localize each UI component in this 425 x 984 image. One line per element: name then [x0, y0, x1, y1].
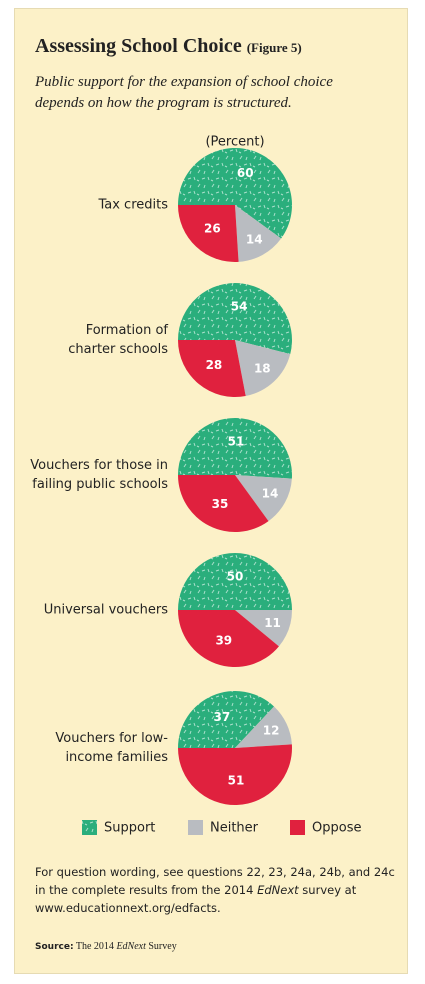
pie-slice	[178, 282, 292, 355]
value-label: 28	[206, 358, 223, 372]
footnote: For question wording, see questions 22, …	[35, 863, 395, 917]
pie-slice	[178, 610, 279, 667]
footnote-text: For question wording, see questions 22, …	[35, 865, 395, 897]
chart-title: Assessing School Choice	[35, 35, 242, 57]
pie-label: income families	[65, 750, 168, 765]
pie-slice	[235, 610, 292, 647]
source-text: The 2014	[73, 941, 117, 952]
value-label: 51	[228, 774, 245, 788]
unit-label: (Percent)	[205, 135, 264, 150]
value-label: 14	[246, 232, 263, 246]
value-label: 50	[227, 569, 244, 583]
legend-swatch	[188, 820, 203, 835]
pie-slice	[178, 148, 292, 239]
pie-slice	[178, 475, 269, 532]
legend-swatch	[82, 820, 97, 835]
title-note: (Figure 5)	[246, 40, 302, 55]
pie-slice	[178, 417, 293, 479]
value-label: 37	[214, 710, 231, 724]
legend-label: Oppose	[312, 821, 361, 836]
source-text: Survey	[145, 941, 177, 952]
value-label: 11	[264, 616, 281, 630]
value-label: 18	[254, 362, 271, 376]
value-label: 12	[263, 724, 280, 738]
pie-slice	[235, 340, 291, 396]
value-label: 60	[237, 166, 254, 180]
pie-label: Vouchers for low-	[55, 731, 168, 746]
legend-swatch	[290, 820, 305, 835]
legend-label: Support	[104, 821, 155, 836]
pie-slice	[235, 205, 282, 262]
pie-label: Vouchers for those in	[30, 458, 168, 473]
pie-slice	[178, 744, 292, 806]
pie-slice	[178, 205, 239, 262]
pie-slice	[235, 475, 292, 522]
title-block: Assessing School Choice (Figure 5)	[35, 35, 302, 58]
footnote-text: survey at www.educationnext.org/edfacts.	[35, 883, 357, 915]
value-label: 51	[228, 434, 245, 448]
pie-label: failing public schools	[32, 477, 168, 492]
pie-label: Universal vouchers	[44, 603, 169, 618]
value-label: 14	[262, 487, 279, 501]
value-label: 54	[231, 300, 248, 314]
pie-slice	[178, 691, 275, 748]
source-italic: EdNext	[116, 941, 146, 952]
value-label: 35	[212, 497, 229, 511]
pie-slice	[178, 553, 292, 610]
legend-label: Neither	[210, 821, 259, 836]
footnote-italic: EdNext	[257, 883, 299, 897]
subtitle: Public support for the expansion of scho…	[35, 74, 333, 111]
source-label: Source:	[35, 942, 74, 952]
pie-slice	[235, 706, 292, 748]
pie-slice	[178, 340, 246, 397]
pie-label: Tax credits	[97, 198, 168, 213]
pie-label: charter schools	[68, 342, 168, 357]
source: Source: The 2014 EdNext Survey	[35, 941, 177, 952]
value-label: 26	[204, 222, 221, 236]
pie-label: Formation of	[86, 323, 169, 338]
value-label: 39	[215, 634, 232, 648]
